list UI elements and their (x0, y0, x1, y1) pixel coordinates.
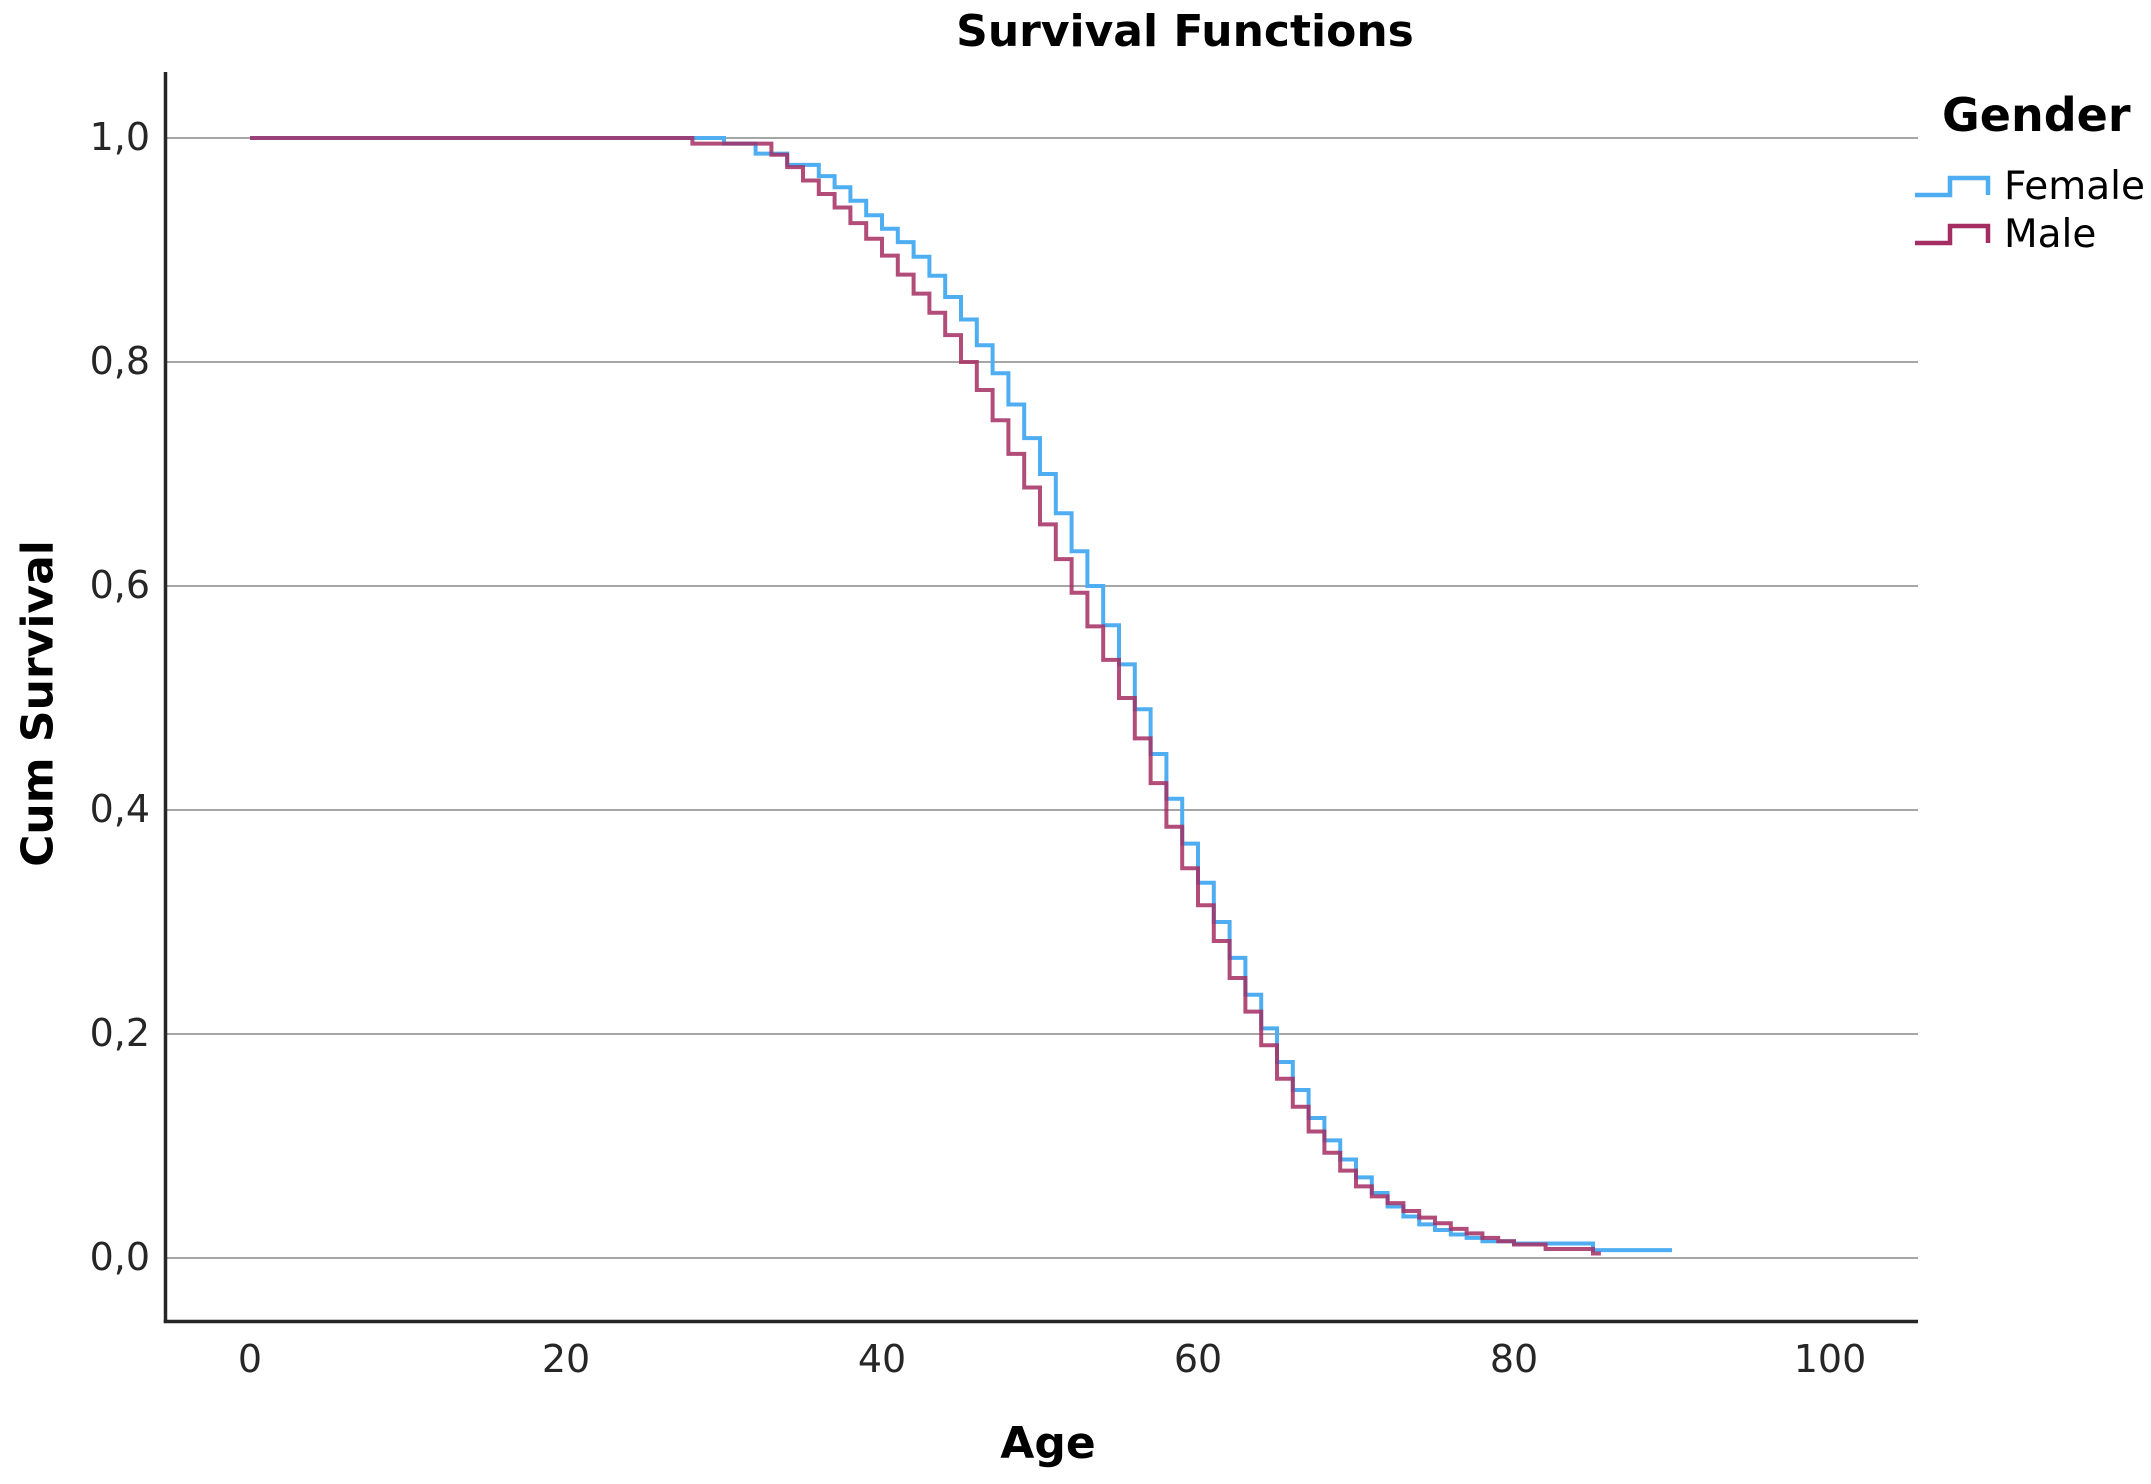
x-tick-label: 0 (237, 1337, 263, 1381)
y-tick-label: 0,0 (89, 1235, 150, 1279)
female-survival-curve (250, 136, 1672, 1253)
legend-item-female: Female (1912, 162, 2145, 210)
x-tick-label: 60 (1173, 1337, 1223, 1381)
legend-label-female: Female (2004, 163, 2146, 209)
legend-label-male: Male (2004, 211, 2097, 257)
legend-title: Gender (1942, 88, 2131, 142)
y-tick-label: 0,8 (89, 339, 150, 383)
y-tick-label: 0,2 (89, 1011, 150, 1055)
legend: Gender Female Male (1912, 88, 2145, 258)
male-step-line-icon (1915, 223, 1991, 246)
y-tick-label: 1,0 (89, 115, 150, 159)
x-axis-title: Age (1000, 1418, 1096, 1469)
y-tick-label: 0,4 (89, 787, 150, 831)
y-tick-label: 0,6 (89, 563, 150, 607)
x-tick-label: 40 (857, 1337, 907, 1381)
x-tick-label: 80 (1489, 1337, 1539, 1381)
x-tick-label: 100 (1793, 1337, 1867, 1381)
legend-items: Female Male (1912, 162, 2145, 258)
x-tick-label: 20 (541, 1337, 591, 1381)
legend-item-male: Male (1912, 210, 2145, 258)
male-survival-curve (250, 136, 1601, 1256)
female-step-line-icon (1915, 175, 1991, 198)
chart-title: Survival Functions (956, 6, 1414, 57)
